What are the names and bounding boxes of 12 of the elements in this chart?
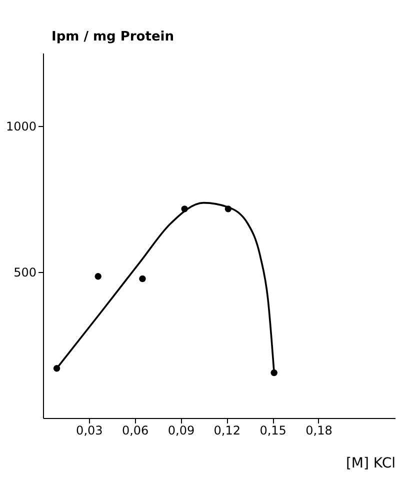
x-tick-label: 0,09 [168, 424, 195, 438]
y-tick-label: 500 [14, 266, 36, 280]
x-tick-label: 0,18 [306, 424, 332, 438]
x-tick-label: 0,06 [122, 424, 149, 438]
x-tick-label: 0,12 [214, 424, 241, 438]
x-tick-label: 0,03 [76, 424, 103, 438]
point [94, 273, 102, 280]
y-axis-title: Ipm / mg Protein [52, 30, 174, 44]
x-axis-title: [M] KCl [346, 456, 396, 472]
x-tick-label: 0,15 [260, 424, 286, 438]
point [139, 275, 146, 282]
y-tick-label: 1000 [6, 120, 36, 134]
